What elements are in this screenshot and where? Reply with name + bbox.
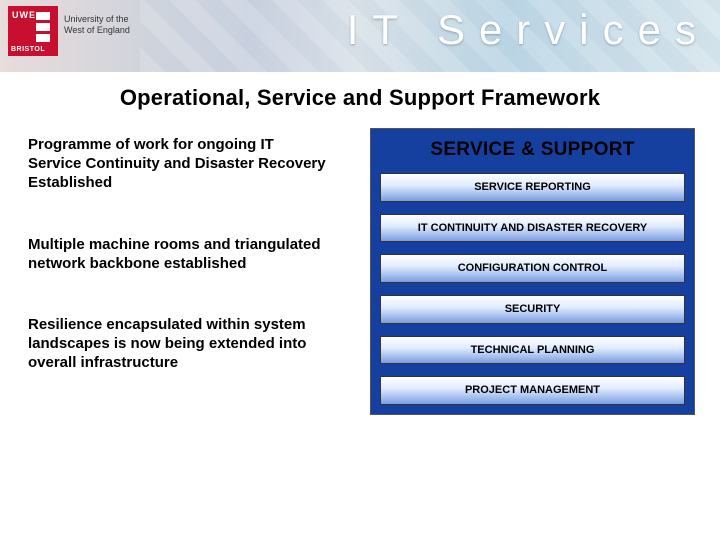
logo-text-uwe: UWE [12, 10, 36, 20]
university-line1: University of the [64, 14, 130, 25]
logo-squares-icon [36, 12, 54, 42]
paragraph-2: Multiple machine rooms and triangulated … [28, 235, 328, 273]
left-column: Programme of work for ongoing IT Service… [28, 135, 328, 415]
paragraph-3: Resilience encapsulated within system la… [28, 315, 328, 373]
paragraph-1: Programme of work for ongoing IT Service… [28, 135, 328, 193]
it-services-title: IT Services [347, 6, 710, 54]
header-banner: UWE BRISTOL University of the West of En… [0, 0, 720, 72]
uwe-logo: UWE BRISTOL [8, 6, 58, 56]
logo-text-bristol: BRISTOL [11, 46, 45, 53]
university-line2: West of England [64, 25, 130, 36]
card-technical-planning: TECHNICAL PLANNING [380, 336, 685, 365]
card-it-continuity: IT CONTINUITY AND DISASTER RECOVERY [380, 214, 685, 243]
panel-title: SERVICE & SUPPORT [380, 139, 685, 161]
card-security: SECURITY [380, 295, 685, 324]
service-support-panel: SERVICE & SUPPORT SERVICE REPORTING IT C… [370, 128, 695, 415]
card-configuration-control: CONFIGURATION CONTROL [380, 254, 685, 283]
page-title: Operational, Service and Support Framewo… [0, 85, 720, 111]
card-service-reporting: SERVICE REPORTING [380, 173, 685, 202]
university-name: University of the West of England [64, 14, 130, 36]
card-project-management: PROJECT MANAGEMENT [380, 376, 685, 405]
